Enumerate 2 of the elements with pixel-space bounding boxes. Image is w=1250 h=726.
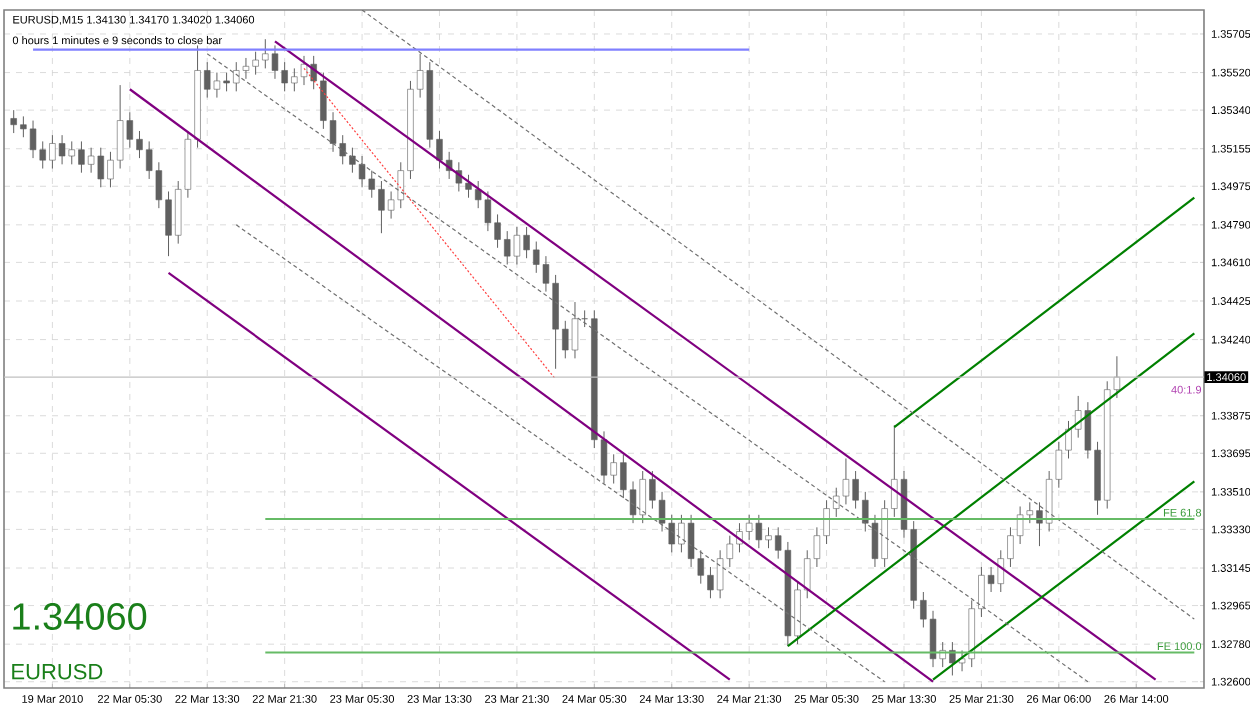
annotation: EURUSD [12,663,103,680]
annotation: 1.34060 [13,603,147,630]
